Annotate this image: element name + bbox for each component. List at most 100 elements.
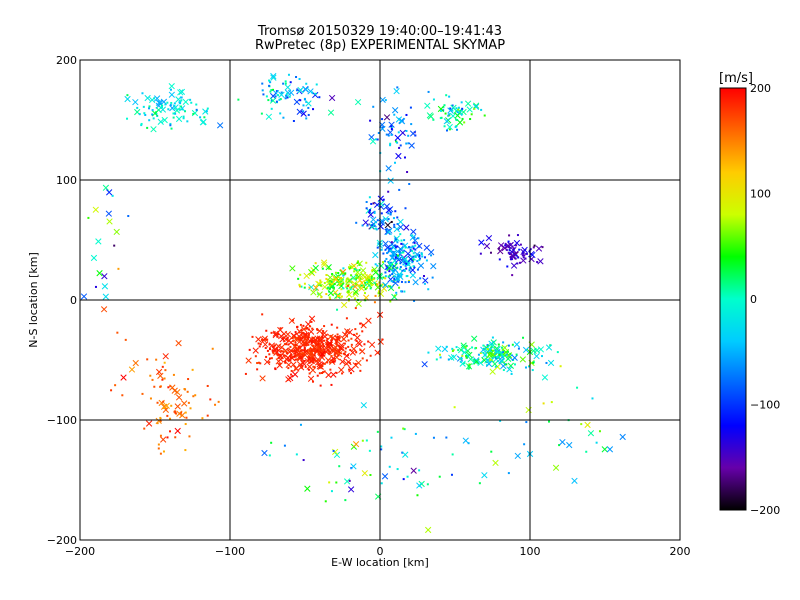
scatter-point-dot [491,357,494,360]
scatter-point-cross [294,335,302,343]
scatter-point-cross [606,446,614,453]
scatter-point-dot [305,82,308,85]
scatter-point-dot [290,356,293,359]
scatter-point-dot [375,283,378,286]
scatter-point-dot [438,353,441,356]
scatter-point-dot [403,156,406,159]
scatter-point-cross [157,118,164,125]
scatter-point-dot [287,343,290,346]
scatter-point-cross [535,245,543,252]
scatter-point-dot [365,286,368,289]
scatter-point-dot [407,279,410,282]
scatter-point-cross [255,336,262,343]
scatter-point-dot [330,280,333,283]
scatter-point-dot [368,210,371,213]
scatter-point-dot [308,286,311,289]
scatter-point-dot [405,275,408,278]
scatter-point-dot [401,247,404,250]
scatter-point-cross [355,339,362,346]
scatter-point-dot [456,110,459,113]
scatter-point-dot [155,112,158,115]
scatter-point-dot [304,365,307,368]
scatter-point-dot [423,282,426,285]
scatter-point-cross [302,335,309,342]
scatter-point-dot [319,279,322,282]
scatter-point-dot [376,246,379,249]
scatter-point-dot [467,354,470,357]
scatter-point-dot [365,439,368,442]
scatter-point-dot [525,421,528,424]
scatter-point-dot [335,371,338,374]
scatter-point-dot [399,266,402,269]
scatter-point-dot [374,294,377,297]
y-tick-label: −100 [47,414,77,427]
scatter-point-dot [302,324,305,327]
scatter-point-dot [324,500,327,503]
scatter-point-cross [343,352,350,360]
scatter-point-cross [506,366,513,373]
scatter-point-cross [394,134,401,141]
scatter-point-dot [384,260,387,263]
scatter-point-dot [325,293,328,296]
scatter-point-cross [481,351,489,359]
scatter-point-cross [282,336,289,343]
scatter-point-cross [269,92,277,100]
scatter-point-dot [400,239,403,242]
scatter-point-cross [500,362,507,370]
scatter-point-cross [260,337,268,344]
scatter-point-cross [356,260,363,267]
scatter-point-dot [487,345,490,348]
scatter-point-cross [477,359,484,367]
scatter-point-dot [270,441,273,444]
scatter-point-dot [431,276,434,279]
scatter-point-cross [510,262,518,269]
scatter-point-cross [132,359,139,367]
scatter-point-dot [397,131,400,134]
scatter-point-dot [486,344,489,347]
scatter-point-dot [284,82,287,85]
scatter-point-cross [584,421,591,429]
scatter-point-dot [370,202,373,205]
scatter-point-cross [416,482,423,489]
scatter-point-dot [285,351,288,354]
scatter-point-cross [265,113,273,120]
scatter-point-dot [387,212,390,215]
scatter-point-dot [496,351,499,354]
scatter-point-dot [405,142,408,145]
x-tick-label: 0 [377,545,384,558]
scatter-point-cross [399,129,406,137]
scatter-point-cross [382,240,389,247]
scatter-point-dot [495,355,498,358]
scatter-point-dot [318,96,321,99]
scatter-point-dot [185,416,188,419]
scatter-point-dot [411,234,414,237]
scatter-point-cross [473,357,480,364]
scatter-point-dot [314,342,317,345]
plot-frame [79,59,681,541]
scatter-point-dot [320,296,323,299]
scatter-point-dot [483,114,486,117]
scatter-point-dot [300,285,303,288]
scatter-point-dot [303,282,306,285]
scatter-point-cross [437,105,445,113]
scatter-point-dot [329,368,332,371]
scatter-point-cross [383,114,391,121]
scatter-point-dot [329,342,332,345]
scatter-point-dot [372,202,375,205]
scatter-point-cross [338,366,345,374]
scatter-point-dot [384,271,387,274]
scatter-point-dot [174,436,177,439]
scatter-point-cross [155,99,163,106]
scatter-point-dot [430,254,433,257]
scatter-point-dot [169,430,172,433]
scatter-point-dot [265,329,268,332]
scatter-point-dot [148,105,151,108]
scatter-point-dot [179,96,182,99]
scatter-point-cross [177,89,184,96]
scatter-point-dot [295,89,298,92]
scatter-point-dot [159,416,162,419]
scatter-point-dot [498,353,501,356]
scatter-point-cross [485,360,493,368]
scatter-point-dot [248,348,251,351]
scatter-point-dot [511,274,514,277]
